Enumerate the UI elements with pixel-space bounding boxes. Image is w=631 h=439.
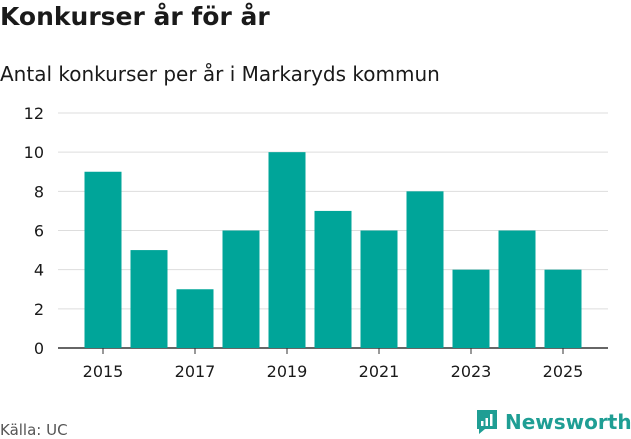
bar-2019 xyxy=(268,152,306,348)
bar-2022 xyxy=(406,191,444,348)
x-axis-ticks: 2015 2017 2019 2021 2023 2025 xyxy=(83,348,584,381)
bar-2024 xyxy=(498,230,536,348)
source-label: Källa: UC xyxy=(0,421,68,439)
x-tick-label: 2021 xyxy=(359,362,400,381)
bar-2021 xyxy=(360,230,398,348)
x-tick-label: 2023 xyxy=(451,362,492,381)
y-tick-label: 6 xyxy=(34,222,44,241)
x-tick-label: 2017 xyxy=(175,362,216,381)
x-tick-label: 2015 xyxy=(83,362,124,381)
bar-2018 xyxy=(222,230,260,348)
chart-title: Konkurser år för år xyxy=(0,2,270,31)
bar-2017 xyxy=(176,289,214,348)
bar-2016 xyxy=(130,250,168,348)
x-tick-label: 2019 xyxy=(267,362,308,381)
bar-2025 xyxy=(544,269,582,348)
bar-2023 xyxy=(452,269,490,348)
chart-subtitle: Antal konkurser per år i Markaryds kommu… xyxy=(0,62,440,86)
y-tick-label: 4 xyxy=(34,261,44,280)
newsworthy-logo: Newsworthy xyxy=(475,409,631,435)
y-tick-label: 0 xyxy=(34,339,44,358)
x-tick-label: 2025 xyxy=(543,362,584,381)
y-tick-label: 10 xyxy=(24,143,44,162)
newsworthy-icon xyxy=(477,410,497,434)
y-axis-ticks: 0 2 4 6 8 10 12 xyxy=(24,104,44,358)
y-tick-label: 2 xyxy=(34,300,44,319)
brand-name: Newsworthy xyxy=(505,410,631,434)
bars xyxy=(84,152,582,348)
bar-2015 xyxy=(84,171,122,348)
y-tick-label: 8 xyxy=(34,182,44,201)
bar-2020 xyxy=(314,210,352,348)
y-tick-label: 12 xyxy=(24,104,44,123)
